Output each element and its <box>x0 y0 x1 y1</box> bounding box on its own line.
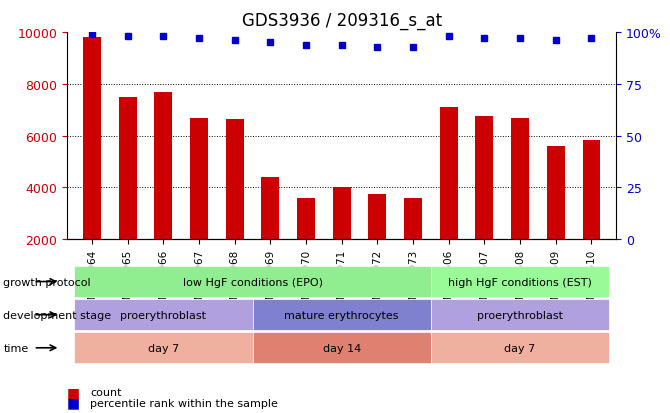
Text: time: time <box>3 343 29 353</box>
Bar <box>333 188 350 291</box>
Bar <box>547 147 565 291</box>
Text: percentile rank within the sample: percentile rank within the sample <box>90 398 278 408</box>
Bar <box>261 178 279 291</box>
Text: development stage: development stage <box>3 310 111 320</box>
Text: proerythroblast: proerythroblast <box>121 310 206 320</box>
Bar <box>476 117 493 291</box>
Text: day 7: day 7 <box>147 343 179 353</box>
Bar <box>440 108 458 291</box>
Bar <box>119 97 137 291</box>
Text: ■: ■ <box>67 396 80 410</box>
Text: ■: ■ <box>67 385 80 399</box>
Bar <box>83 38 101 291</box>
Bar <box>190 118 208 291</box>
Bar <box>404 198 422 291</box>
Title: GDS3936 / 209316_s_at: GDS3936 / 209316_s_at <box>242 12 442 31</box>
Bar <box>226 119 244 291</box>
Bar <box>369 195 387 291</box>
Text: day 7: day 7 <box>505 343 536 353</box>
Bar <box>511 118 529 291</box>
Text: low HgF conditions (EPO): low HgF conditions (EPO) <box>182 277 322 287</box>
Text: mature erythrocytes: mature erythrocytes <box>285 310 399 320</box>
Bar <box>582 140 600 291</box>
Text: high HgF conditions (EST): high HgF conditions (EST) <box>448 277 592 287</box>
Text: day 14: day 14 <box>322 343 361 353</box>
Text: growth protocol: growth protocol <box>3 277 91 287</box>
Text: proerythroblast: proerythroblast <box>477 310 563 320</box>
Bar <box>297 198 315 291</box>
Bar <box>154 93 172 291</box>
Text: count: count <box>90 387 122 397</box>
